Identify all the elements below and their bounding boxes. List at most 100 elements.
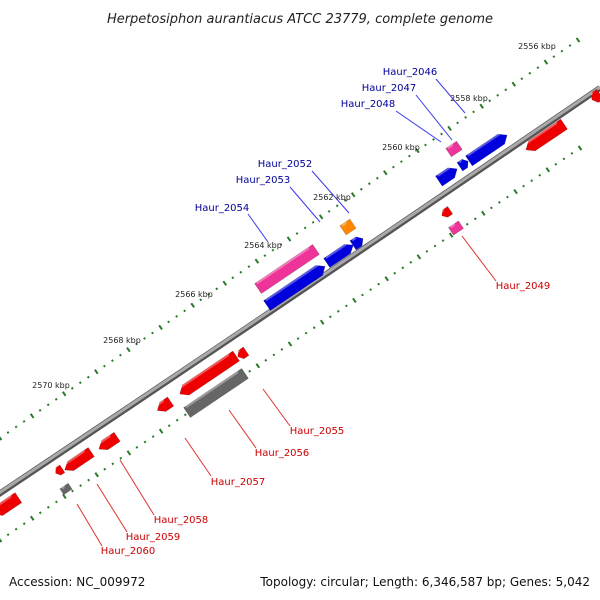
tick-dot — [496, 93, 500, 97]
tick-dot — [231, 276, 235, 280]
topology-label: Topology: circular; Length: 6,346,587 bp… — [259, 575, 590, 589]
tick-dot — [538, 173, 542, 177]
gene-label-reverse: Haur_2057 — [211, 477, 266, 488]
tick-dot — [0, 537, 3, 543]
tick-dot — [6, 431, 10, 434]
gene-labels: Haur_2046 Haur_2047 Haur_2048 Haur_2052 Haur… — [101, 67, 551, 557]
tick-dot — [409, 260, 413, 264]
tick-dot — [271, 248, 275, 252]
tick-dot — [570, 152, 574, 155]
gene-haur-2054 — [254, 244, 320, 294]
tick-dot — [263, 254, 267, 257]
tick-dot — [143, 337, 146, 340]
leader-haur-2046 — [435, 78, 466, 114]
tick-dot — [568, 44, 572, 47]
leader-haur-2049 — [461, 235, 497, 282]
tick-dot — [71, 489, 74, 493]
tick-dot — [490, 206, 493, 210]
tick-dot — [183, 309, 186, 313]
tick-dot — [264, 358, 268, 362]
gene-haur-2058 — [97, 431, 121, 451]
tick-dot — [111, 462, 115, 466]
tick-dot — [14, 425, 18, 429]
tick-dot — [286, 236, 292, 242]
gene-haur-2047b — [456, 158, 469, 172]
tick-dot — [151, 331, 154, 335]
tick-dot — [456, 121, 459, 125]
gene-haur-2060 — [59, 482, 73, 496]
tick-dot — [522, 184, 525, 188]
leader-haur-2047 — [415, 94, 453, 141]
tick-dot — [6, 533, 10, 536]
tick-dot — [408, 154, 411, 158]
gene-haur-2046 — [465, 132, 508, 167]
tick-dot — [135, 446, 139, 449]
gene-haur-2059 — [63, 447, 95, 471]
tick-dot — [78, 381, 82, 385]
tick-dot — [158, 324, 163, 331]
gene-label-reverse: Haur_2056 — [255, 448, 310, 459]
tick-dot — [272, 353, 276, 357]
tick-dot — [472, 110, 475, 114]
leader-haur-2052 — [311, 170, 350, 214]
tick-dot — [126, 450, 132, 456]
tick-dot — [29, 515, 35, 521]
tick-dot — [575, 37, 581, 43]
tick-dot — [303, 226, 307, 230]
tick-dot — [287, 341, 293, 347]
kbp-label: 2556 kbp — [518, 42, 556, 51]
tick-dot — [488, 99, 492, 103]
kbp-label: 2570 kbp — [32, 381, 70, 390]
gene-haur-2055 — [178, 350, 240, 396]
tick-dot — [94, 472, 99, 478]
kbp-label: 2568 kbp — [103, 336, 141, 345]
tick-dot — [367, 182, 371, 186]
leader-haur-2059 — [96, 483, 128, 533]
tick-dot — [79, 484, 82, 487]
leader-haur-2057 — [184, 437, 212, 477]
tick-dot — [46, 403, 50, 407]
tick-dot — [481, 210, 486, 216]
leader-haur-2048 — [395, 110, 442, 143]
tick-dot — [336, 309, 340, 313]
tick-dot — [441, 239, 445, 242]
tick-dot — [504, 88, 508, 92]
gene-label-reverse: Haur_2060 — [101, 546, 156, 557]
tick-dot — [319, 319, 325, 325]
tick-dot — [279, 243, 283, 246]
tick-dot — [86, 375, 90, 379]
tick-dot — [359, 187, 363, 191]
tick-dot — [520, 77, 524, 81]
tick-dot — [392, 165, 395, 169]
leader-haur-2054 — [247, 213, 269, 243]
leader-haur-2060 — [76, 503, 103, 547]
tick-dot — [511, 81, 517, 87]
gene-haur-2049 — [448, 220, 464, 236]
tick-dot — [554, 162, 558, 166]
tick-dot — [199, 298, 203, 302]
gene-red-edge — [590, 88, 600, 103]
kbp-label: 2558 kbp — [450, 94, 488, 103]
tick-dot — [222, 280, 228, 286]
gene-label-forward: Haur_2047 — [362, 83, 417, 94]
tick-dot — [383, 170, 388, 176]
tick-dot — [361, 293, 364, 297]
tick-dot — [207, 292, 211, 296]
kbp-label: 2564 kbp — [244, 241, 282, 250]
tick-dot — [215, 287, 219, 291]
tick-dot — [464, 116, 467, 119]
gene-haur-2047 — [445, 140, 463, 158]
tick-dot — [528, 71, 532, 75]
tick-dot — [254, 258, 260, 264]
tick-dot — [143, 440, 147, 444]
tick-dot — [328, 315, 332, 319]
tick-dot — [415, 147, 420, 154]
gene-label-reverse: Haur_2058 — [154, 515, 209, 526]
tick-dot — [560, 49, 564, 53]
tick-dot — [311, 221, 315, 224]
tick-dot — [126, 346, 131, 353]
gene-haur-2050 — [339, 218, 357, 236]
gene-haur-2056 — [183, 368, 249, 418]
tick-dot — [94, 369, 99, 375]
tick-dot — [506, 195, 509, 199]
